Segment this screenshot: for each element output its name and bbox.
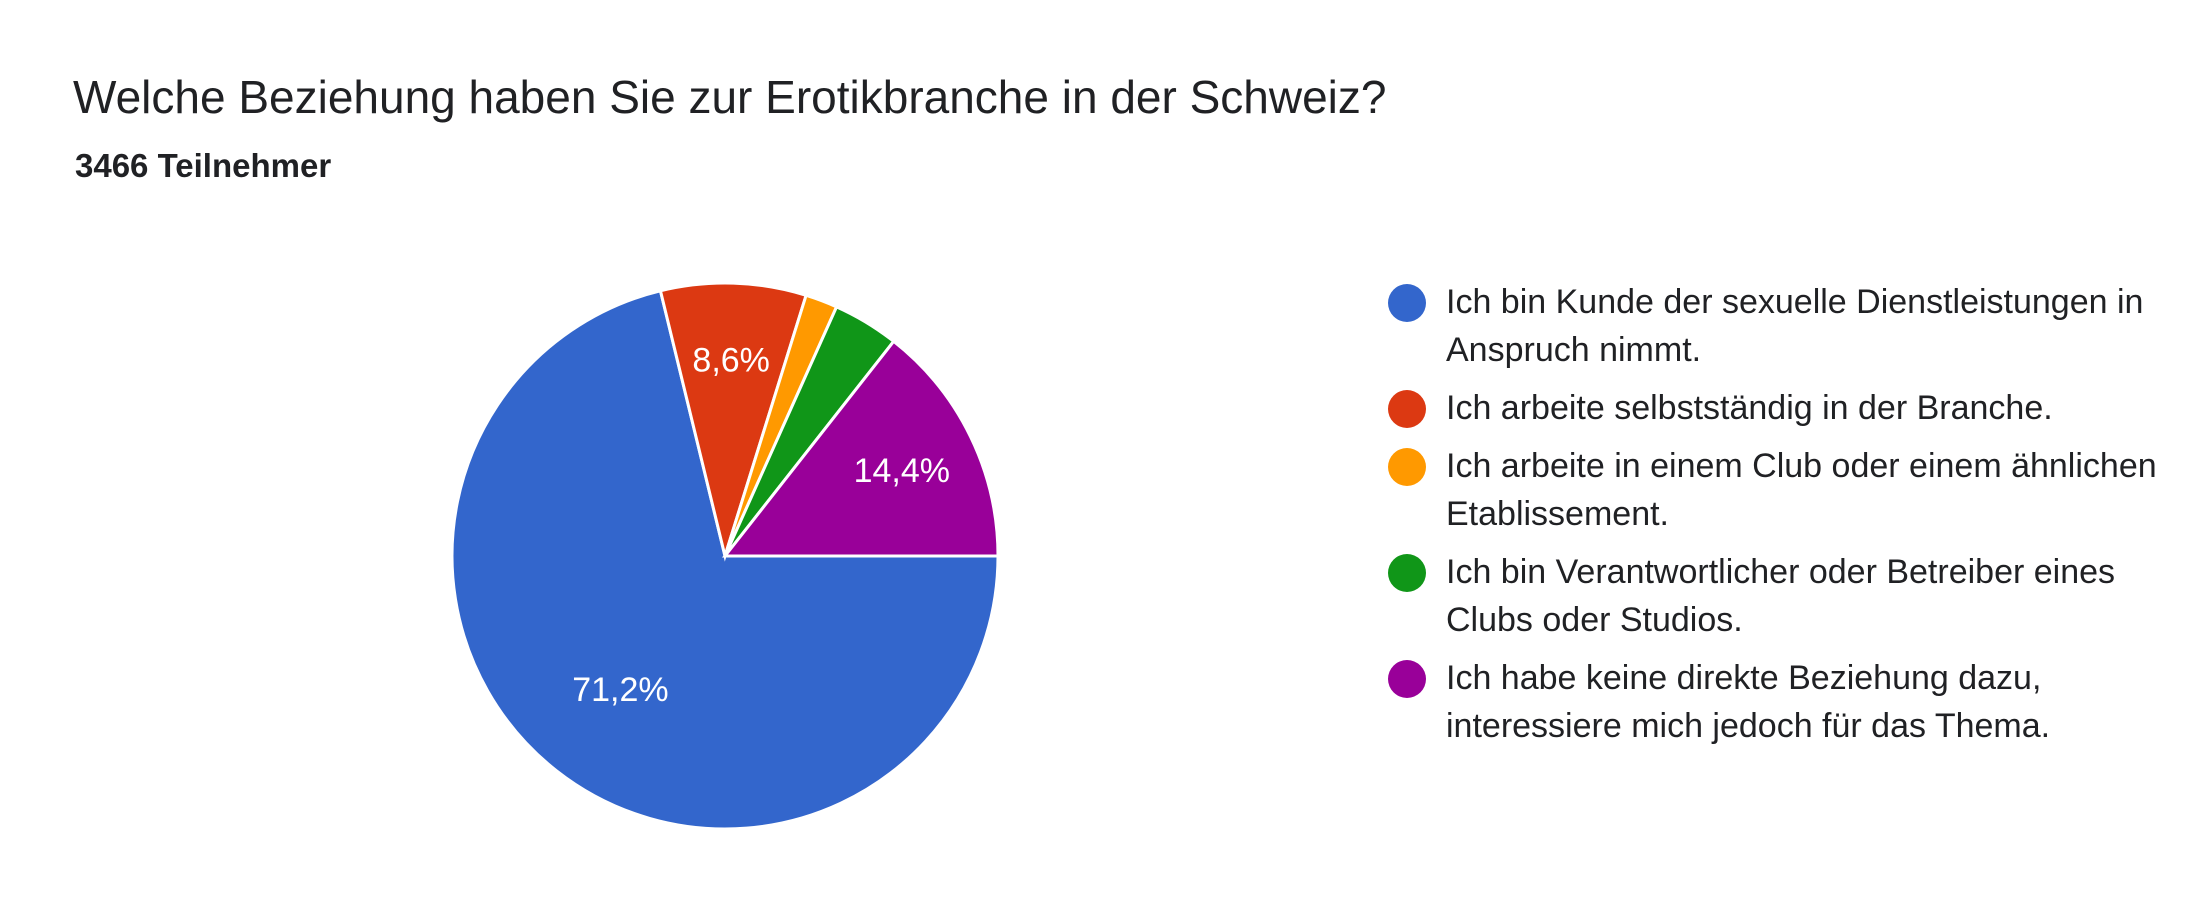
- pie-slice-5: [721, 339, 1000, 558]
- legend-label: Ich arbeite in einem Club oder einem ähn…: [1446, 447, 2157, 533]
- legend-item-4: Ich bin Verantwortlicher oder Betreiber …: [1388, 548, 2178, 644]
- legend-dot-icon: [1388, 554, 1426, 592]
- legend-item-3: Ich arbeite in einem Club oder einem ähn…: [1388, 442, 2178, 538]
- legend-item-2: Ich arbeite selbstständig in der Branche…: [1388, 384, 2178, 432]
- slice-label-2: 8,6%: [692, 342, 770, 380]
- respondent-count: 3466 Teilnehmer: [75, 147, 332, 184]
- legend-dot-icon: [1388, 284, 1426, 322]
- legend-label: Ich bin Kunde der sexuelle Dienstleistun…: [1446, 283, 2144, 369]
- slice-label-5: 14,4%: [854, 452, 950, 490]
- legend-dot-icon: [1388, 390, 1426, 428]
- legend-dot-icon: [1388, 448, 1426, 486]
- legend-item-5: Ich habe keine direkte Beziehung dazu, i…: [1388, 654, 2178, 750]
- legend-label: Ich bin Verantwortlicher oder Betreiber …: [1446, 553, 2116, 639]
- chart-title: Welche Beziehung haben Sie zur Erotikbra…: [73, 71, 1387, 123]
- legend-dot-icon: [1388, 660, 1426, 698]
- pie-slice-2: [658, 281, 808, 562]
- slice-label-1: 71,2%: [572, 671, 668, 709]
- legend: Ich bin Kunde der sexuelle Dienstleistun…: [1388, 278, 2178, 760]
- legend-item-1: Ich bin Kunde der sexuelle Dienstleistun…: [1388, 278, 2178, 374]
- legend-label: Ich arbeite selbstständig in der Branche…: [1446, 389, 2053, 427]
- legend-label: Ich habe keine direkte Beziehung dazu, i…: [1446, 659, 2051, 745]
